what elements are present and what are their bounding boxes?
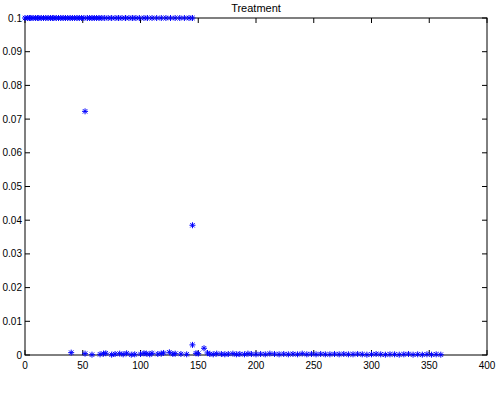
- y-tick: [482, 51, 487, 52]
- point: [82, 108, 88, 114]
- x-tick-label: 250: [305, 360, 322, 371]
- y-tick: [482, 18, 487, 19]
- y-tick: [25, 220, 30, 221]
- point: [438, 352, 444, 358]
- point: [172, 351, 178, 357]
- point: [161, 350, 167, 356]
- x-tick: [256, 18, 257, 23]
- point: [149, 350, 155, 356]
- x-tick-label: 400: [479, 360, 496, 371]
- y-tick-label: 0: [16, 350, 22, 361]
- chart: Treatment 0 50 100 150 200 250 300 350 400 0 0.01 0.…: [0, 0, 500, 397]
- x-tick: [198, 18, 199, 23]
- y-tick-label: 0.06: [3, 147, 23, 158]
- points: [22, 15, 444, 358]
- point: [195, 351, 201, 357]
- plot-frame: [25, 18, 487, 355]
- x-tick: [82, 350, 83, 355]
- y-tick-label: 0.01: [3, 316, 23, 327]
- x-tick-label: 0: [22, 360, 28, 371]
- point: [295, 351, 301, 357]
- x-tick-label: 100: [132, 360, 149, 371]
- background: [0, 0, 500, 397]
- y-tick: [25, 355, 30, 356]
- x-tick: [371, 18, 372, 23]
- point: [189, 222, 195, 228]
- point: [262, 351, 268, 357]
- y-tick: [482, 355, 487, 356]
- y-tick: [25, 119, 30, 120]
- point: [68, 350, 74, 356]
- y-tick: [482, 85, 487, 86]
- y-tick: [482, 119, 487, 120]
- y-tick: [25, 85, 30, 86]
- x-tick-label: 350: [421, 360, 438, 371]
- point: [299, 351, 305, 357]
- point: [201, 345, 207, 351]
- y-tick: [482, 220, 487, 221]
- y-tick: [482, 321, 487, 322]
- point: [124, 350, 130, 356]
- x-tick: [25, 350, 26, 355]
- y-tick: [25, 321, 30, 322]
- x-tick: [429, 18, 430, 23]
- y-tick: [482, 253, 487, 254]
- y-tick: [482, 287, 487, 288]
- y-tick-label: 0.08: [3, 80, 23, 91]
- title: Treatment: [231, 2, 281, 14]
- y-tick: [482, 186, 487, 187]
- x-tick-label: 50: [77, 360, 89, 371]
- point: [189, 15, 195, 21]
- x-tick: [313, 18, 314, 23]
- point: [103, 350, 109, 356]
- y-tick-label: 0.1: [8, 13, 22, 24]
- point: [82, 351, 88, 357]
- x-tick: [487, 18, 488, 23]
- x-tick-label: 150: [190, 360, 207, 371]
- y-tick-label: 0.03: [3, 248, 23, 259]
- y-tick-label: 0.07: [3, 114, 23, 125]
- y-tick: [25, 253, 30, 254]
- point: [189, 342, 195, 348]
- y-tick: [482, 152, 487, 153]
- x-tick-label: 300: [363, 360, 380, 371]
- point: [405, 351, 411, 357]
- point: [132, 351, 138, 357]
- y-tick: [25, 51, 30, 52]
- y-tick-label: 0.05: [3, 181, 23, 192]
- point: [184, 351, 190, 357]
- y-tick: [25, 287, 30, 288]
- x-tick-label: 200: [248, 360, 265, 371]
- point: [89, 352, 95, 358]
- point: [178, 351, 184, 357]
- y-tick-label: 0.09: [3, 46, 23, 57]
- y-tick: [25, 186, 30, 187]
- x-tick: [487, 350, 488, 355]
- y-tick-label: 0.04: [3, 215, 23, 226]
- y-tick: [25, 152, 30, 153]
- y-tick-label: 0.02: [3, 282, 23, 293]
